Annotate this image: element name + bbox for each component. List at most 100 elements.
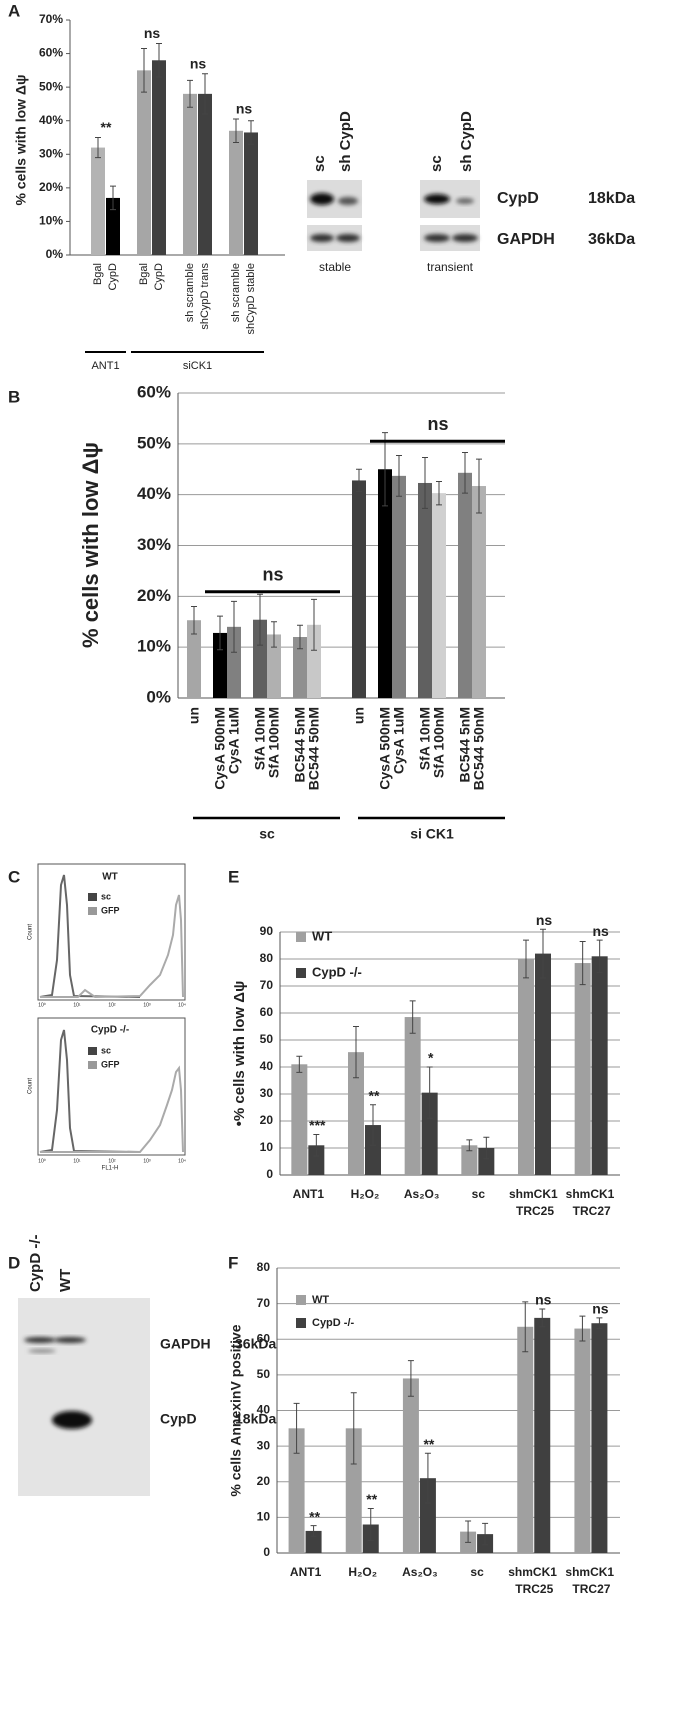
- blot-band: [28, 1349, 56, 1353]
- panel-letter: C: [8, 867, 20, 886]
- error-bar: [382, 432, 388, 507]
- error-bar: [407, 1360, 414, 1397]
- blot-band: [336, 234, 360, 242]
- significance: ns: [190, 55, 207, 71]
- legend-label: sc: [101, 891, 111, 901]
- error-bar: [350, 1392, 357, 1465]
- x-tick-label: SfA 10nM: [252, 707, 268, 770]
- protein-name: CypD: [497, 190, 539, 207]
- error-bar: [191, 606, 197, 635]
- y-tick-label: 10: [257, 1510, 271, 1524]
- y-tick-label: 50%: [137, 433, 171, 452]
- y-tick-label: 50%: [39, 79, 63, 93]
- error-bar: [187, 79, 193, 108]
- bar: [288, 1428, 305, 1553]
- error-bar: [422, 457, 428, 509]
- significance: ns: [536, 912, 553, 928]
- legend-swatch: [296, 1295, 306, 1305]
- blot-band: [338, 197, 358, 205]
- legend-swatch: [88, 1047, 97, 1055]
- axis-label: FL1-H: [102, 1166, 119, 1172]
- x-tick-label: H₂O₂: [348, 1565, 377, 1579]
- x-tick-label: 10³: [143, 1002, 151, 1008]
- y-tick-label: 40%: [39, 113, 63, 127]
- error-bar: [596, 1317, 603, 1330]
- bar: [213, 632, 227, 698]
- y-tick-label: 20%: [137, 586, 171, 605]
- y-tick-label: 20: [260, 1113, 274, 1127]
- error-bar: [370, 1104, 376, 1146]
- y-tick-label: 10: [260, 1140, 274, 1154]
- bar: [392, 475, 406, 698]
- bar: [535, 953, 551, 1175]
- group-label: siCK1: [183, 360, 212, 372]
- legend-label: CypD -/-: [312, 964, 362, 979]
- legend-label: CypD -/-: [312, 1317, 355, 1329]
- x-tick-label: ANT1: [290, 1565, 322, 1579]
- bar: [419, 1478, 436, 1553]
- y-tick-label: 30: [257, 1438, 271, 1452]
- bar: [404, 1017, 421, 1175]
- y-tick-label: 80: [257, 1260, 271, 1274]
- legend-label: sc: [101, 1045, 111, 1055]
- panel-letter: E: [228, 867, 239, 886]
- blot-band: [24, 1337, 56, 1343]
- bar: [345, 1428, 362, 1553]
- x-tick-label: 10⁴: [178, 1002, 186, 1008]
- x-tick-label: 10⁴: [178, 1158, 186, 1164]
- y-tick-label: 50: [260, 1032, 274, 1046]
- error-bar: [313, 1134, 320, 1157]
- error-bar: [217, 615, 223, 651]
- legend-swatch: [88, 1061, 97, 1069]
- x-tick-label: As₂O₃: [402, 1565, 438, 1579]
- error-bar: [95, 137, 101, 159]
- panel-letter: A: [8, 1, 20, 20]
- x-tick-label: ANT1: [293, 1187, 325, 1201]
- bar: [591, 956, 608, 1175]
- panel-letter: D: [8, 1253, 20, 1272]
- protein-size: 18kDa: [235, 1411, 276, 1427]
- x-tick-label: shmCK1 TRC25: [508, 1565, 560, 1596]
- y-tick-label: 30: [260, 1086, 274, 1100]
- x-tick-label: As₂O₃: [404, 1187, 440, 1201]
- significance: **: [369, 1088, 380, 1104]
- x-tick-label: shmCK1 TRC25: [509, 1187, 561, 1218]
- panel-letter: F: [228, 1253, 238, 1272]
- y-tick-label: 30%: [39, 146, 63, 160]
- blot-band: [452, 234, 478, 242]
- significance: **: [366, 1491, 377, 1507]
- error-bar: [353, 1026, 359, 1079]
- x-tick-label: un: [186, 707, 202, 724]
- bar: [458, 472, 472, 698]
- y-tick-label: 60%: [39, 46, 63, 60]
- flow-title: WT: [102, 872, 118, 883]
- error-bar: [311, 598, 317, 651]
- error-bar: [202, 73, 208, 115]
- y-tick-label: 0: [266, 1167, 273, 1181]
- y-tick-label: 0: [263, 1545, 270, 1559]
- bar: [432, 493, 446, 698]
- protein-name: GAPDH: [160, 1336, 211, 1352]
- axis-label: Count: [28, 924, 34, 940]
- significance: ns: [262, 564, 283, 584]
- significance: *: [428, 1050, 434, 1066]
- bar: [378, 469, 392, 698]
- x-tick-label: Bgal: [92, 263, 104, 285]
- bar: [534, 1317, 551, 1553]
- bar: [291, 1064, 308, 1175]
- blot-band: [310, 234, 334, 242]
- error-bar: [579, 940, 586, 986]
- bar: [352, 480, 366, 698]
- x-tick-label: BC544 50nM: [471, 707, 487, 790]
- flow-curve: [39, 1029, 141, 1153]
- legend-swatch: [296, 968, 306, 978]
- legend-label: WT: [312, 928, 332, 943]
- flow-frame: [37, 863, 186, 1001]
- error-bar: [110, 185, 116, 211]
- x-tick-label: 10²: [108, 1158, 116, 1164]
- legend-swatch: [296, 932, 306, 942]
- significance: **: [423, 1436, 434, 1452]
- x-tick-label: 10²: [108, 1002, 116, 1008]
- error-bar: [257, 593, 263, 646]
